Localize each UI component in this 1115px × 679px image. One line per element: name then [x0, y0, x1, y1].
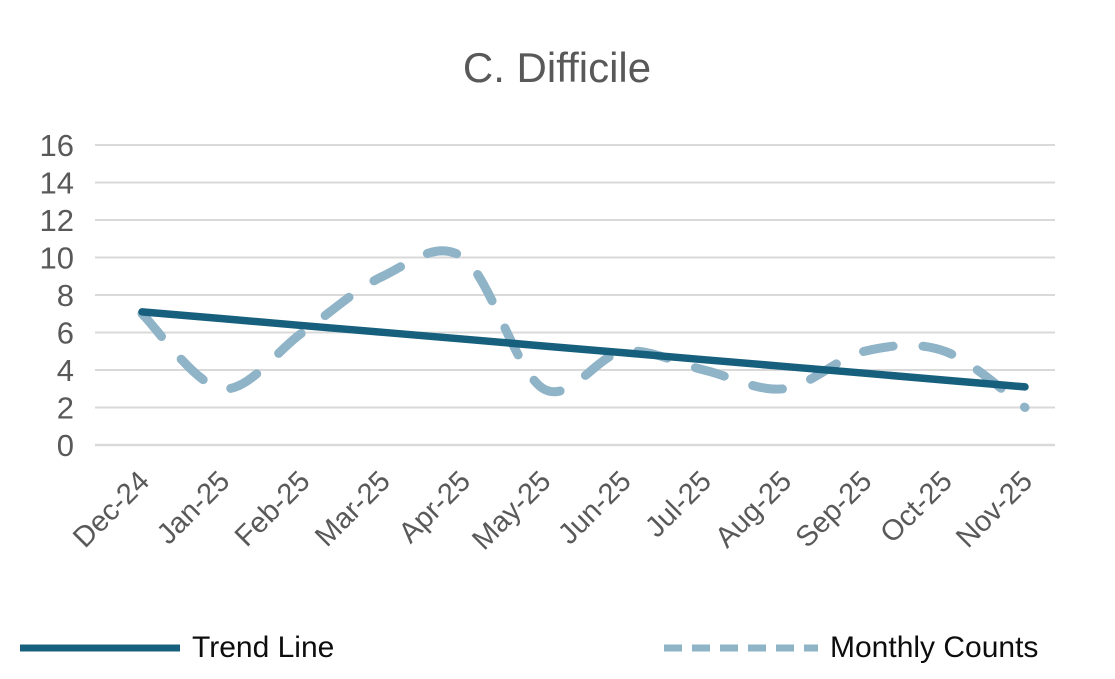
- y-tick-label: 16: [40, 128, 74, 163]
- y-tick-label: 8: [57, 278, 74, 313]
- x-tick-label: Aug-25: [709, 465, 798, 554]
- monthly-counts-swatch-icon: [664, 644, 818, 652]
- y-tick-label: 14: [40, 166, 74, 201]
- x-tick-label: Feb-25: [229, 465, 317, 553]
- x-tick-label: Jun-25: [552, 465, 637, 550]
- x-tick-label: Apr-25: [393, 465, 477, 549]
- trend-line: [138, 308, 1029, 391]
- x-tick-label: May-25: [466, 465, 557, 556]
- x-tick-label: Jan-25: [151, 465, 236, 550]
- legend-label-monthly-counts: Monthly Counts: [830, 631, 1039, 664]
- legend-label-trend-line: Trend Line: [192, 631, 335, 664]
- x-tick-label: Nov-25: [950, 465, 1039, 554]
- legend-item-monthly-counts: Monthly Counts: [662, 622, 1038, 674]
- y-tick-label: 4: [57, 353, 74, 388]
- x-tick-label: Jul-25: [639, 465, 717, 543]
- legend-item-trend-line: Trend Line: [18, 622, 334, 674]
- x-axis-labels: Dec-24Jan-25Feb-25Mar-25Apr-25May-25Jun-…: [67, 465, 1039, 556]
- gridlines: [95, 144, 1055, 447]
- x-tick-label: Sep-25: [790, 465, 879, 554]
- monthly-counts-line: [137, 246, 1030, 412]
- x-tick-label: Oct-25: [875, 465, 959, 549]
- y-tick-label: 10: [40, 241, 74, 276]
- y-tick-label: 12: [40, 203, 74, 238]
- x-tick-label: Dec-24: [67, 465, 156, 554]
- legend: Trend Line Monthly Counts: [0, 622, 1115, 674]
- trend-line-swatch-icon: [20, 644, 180, 652]
- y-tick-label: 0: [57, 428, 74, 463]
- y-tick-label: 2: [57, 391, 74, 426]
- x-tick-label: Mar-25: [309, 465, 397, 553]
- chart-title: C. Difficile: [463, 44, 651, 91]
- series-layer: [137, 246, 1030, 412]
- y-tick-label: 6: [57, 316, 74, 351]
